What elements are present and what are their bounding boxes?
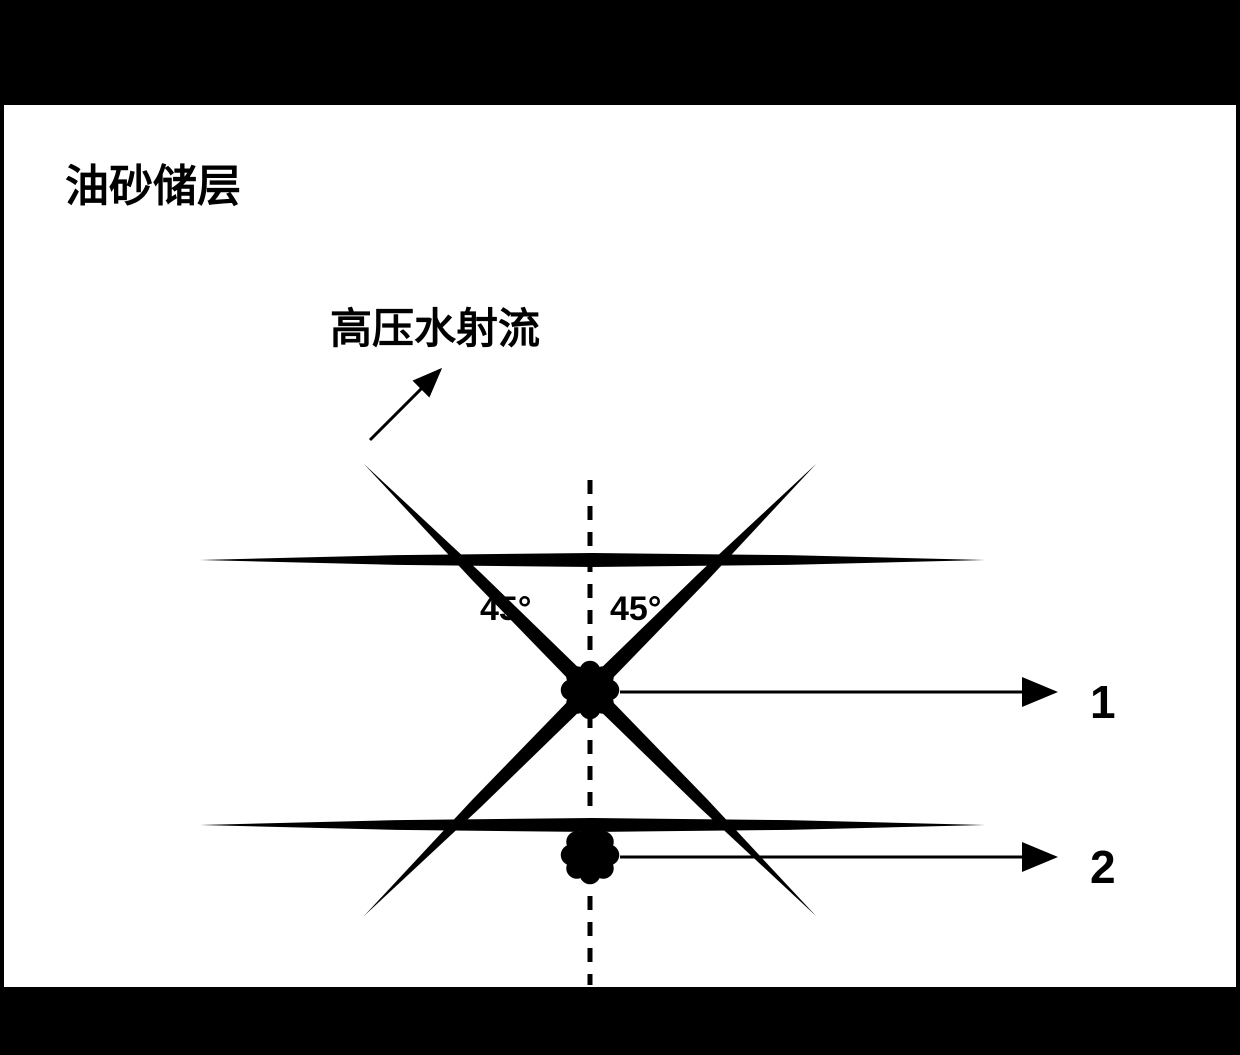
node-1 [561, 661, 620, 720]
number-label-2: 2 [1090, 840, 1116, 894]
jet-label-arrow [370, 370, 440, 440]
number-label-1: 1 [1090, 675, 1116, 729]
angle-right-label: 45° [610, 590, 661, 629]
upper-horizontal-jet [200, 553, 985, 567]
diagram-svg [0, 0, 1240, 1055]
node-2 [561, 826, 620, 885]
angle-left-label: 45° [480, 590, 531, 629]
